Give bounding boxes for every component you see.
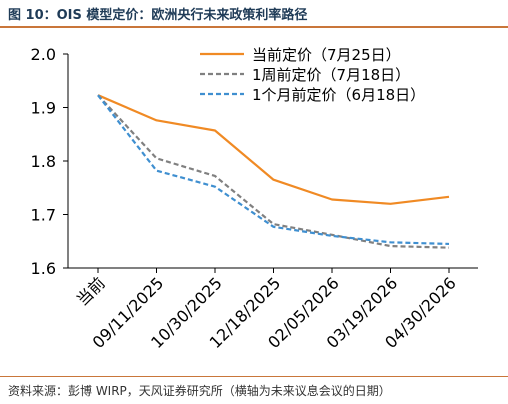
y-tick-label: 2.0 [31, 45, 56, 64]
figure-title: 图 10：OIS 模型定价：欧洲央行未来政策利率路径 [8, 8, 308, 23]
y-tick-label: 1.7 [31, 206, 56, 225]
legend-label-2: 1个月前定价（6月18日） [252, 86, 425, 104]
x-tick-label: 当前 [73, 273, 109, 309]
series-line-0 [97, 94, 450, 205]
y-tick-label: 1.8 [31, 152, 56, 171]
line-chart: 1.61.71.81.92.0当前09/11/202510/30/202512/… [31, 45, 478, 352]
source-note: 资料来源：彭博 WIRP，天风证券研究所（横轴为未来议息会议的日期） [8, 384, 391, 398]
legend: 当前定价（7月25日） 1周前定价（7月18日） 1个月前定价（6月18日） [200, 46, 425, 104]
legend-label-0: 当前定价（7月25日） [252, 46, 401, 64]
y-tick-label: 1.9 [31, 99, 56, 118]
legend-label-1: 1周前定价（7月18日） [252, 66, 410, 84]
y-tick-label: 1.6 [31, 259, 56, 278]
series-lines [97, 94, 450, 249]
title-divider [0, 26, 508, 28]
source-divider [0, 376, 508, 377]
series-line-2 [97, 94, 450, 246]
